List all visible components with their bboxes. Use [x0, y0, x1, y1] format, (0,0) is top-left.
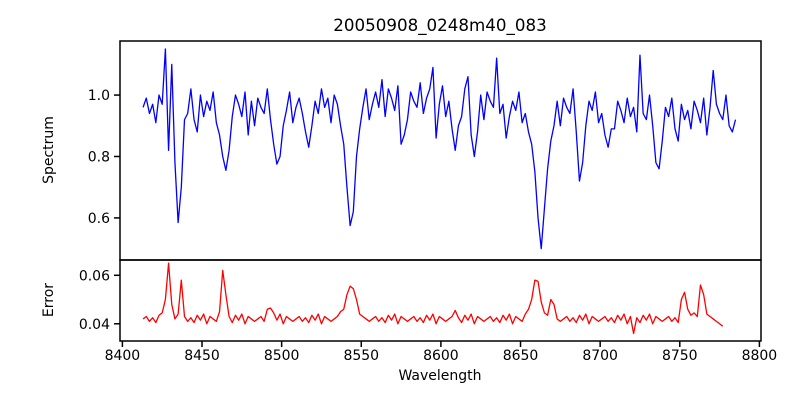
error-y-tick-label: 0.04 — [79, 317, 110, 333]
spectrum-y-tick-label: 0.6 — [88, 211, 110, 227]
error-y-tick-labels: 0.04 0.06 — [79, 268, 110, 333]
spectrum-y-axis-label: Spectrum — [41, 116, 57, 184]
spectrum-line — [142, 48, 737, 250]
x-ticks — [121, 341, 761, 347]
spectrum-y-tick-label: 1.0 — [88, 88, 110, 104]
x-tick-label: 8450 — [184, 348, 220, 364]
x-tick-labels: 8400 8450 8500 8550 8600 8650 8700 8750 8800 — [105, 348, 778, 364]
x-tick-label: 8500 — [264, 348, 300, 364]
error-y-tick-label: 0.06 — [79, 268, 110, 284]
spectrum-y-tick-labels: 0.6 0.8 1.0 — [88, 88, 110, 227]
x-tick-label: 8400 — [105, 348, 141, 364]
error-y-ticks — [114, 274, 120, 325]
spectrum-y-tick-label: 0.8 — [88, 149, 110, 165]
figure-title: 20050908_0248m40_083 — [333, 15, 546, 36]
x-tick-label: 8600 — [423, 348, 459, 364]
x-axis-label: Wavelength — [398, 368, 481, 384]
x-tick-label: 8550 — [343, 348, 379, 364]
error-y-axis-label: Error — [41, 283, 57, 317]
spectrum-axes-frame — [119, 40, 762, 261]
error-line — [142, 262, 724, 335]
x-tick-label: 8650 — [503, 348, 539, 364]
spectrum-y-ticks — [114, 94, 120, 219]
error-axes-frame — [119, 259, 762, 342]
x-tick-label: 8700 — [582, 348, 618, 364]
x-tick-label: 8750 — [662, 348, 698, 364]
x-tick-label: 8800 — [742, 348, 778, 364]
